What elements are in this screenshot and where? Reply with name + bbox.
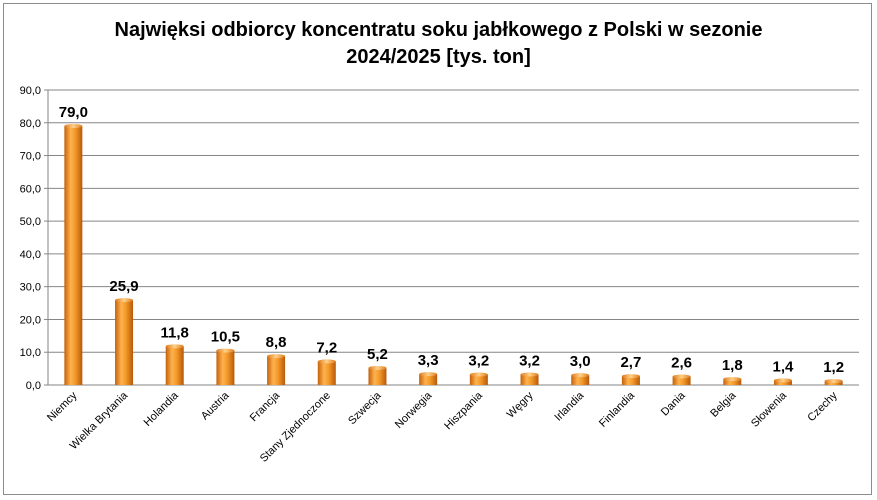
bar-cap: [672, 374, 691, 379]
category-label: Norwegia: [393, 389, 435, 431]
bar: [267, 354, 286, 385]
data-label: 3,2: [468, 353, 489, 370]
y-tick-label: 90,0: [20, 85, 41, 97]
category-label: Słowenia: [749, 389, 790, 430]
category-label: Szwecja: [346, 389, 384, 427]
bar: [520, 372, 539, 385]
category-label: Belgia: [708, 389, 739, 420]
category-label: Niemcy: [45, 389, 80, 424]
bar-body: [317, 361, 336, 385]
data-label: 1,4: [773, 358, 795, 375]
y-axis-tick-labels: 0,0 10,0 20,0 30,0 40,0 50,0 60,0 70,0 80,0 90,0: [20, 85, 41, 392]
bar: [64, 124, 83, 386]
y-tick-label: 70,0: [20, 151, 41, 163]
bar-cap: [267, 354, 286, 359]
bar: [368, 365, 387, 385]
chart-title: Najwięksi odbiorcy koncentratu soku jabł…: [0, 17, 877, 71]
data-labels: 79,0 25,9 11,8 10,5 8,8 7,2 5,2 3,3 3,2 3,2 3,0 2,7…: [59, 104, 844, 376]
data-label: 3,2: [519, 353, 540, 370]
bar-body: [64, 126, 83, 386]
data-label: 11,8: [161, 324, 189, 341]
data-label: 5,2: [367, 346, 388, 363]
bar: [773, 378, 792, 385]
y-tick-label: 40,0: [20, 249, 41, 261]
bar-body: [216, 350, 235, 385]
bar: [419, 372, 438, 385]
category-label: Irlandia: [552, 389, 587, 424]
data-label: 3,0: [570, 353, 591, 370]
category-label: Finlandia: [597, 389, 638, 430]
y-tick-label: 50,0: [20, 216, 41, 228]
category-label: Czechy: [805, 389, 840, 424]
data-label: 1,2: [823, 359, 844, 376]
category-label: Holandia: [142, 389, 182, 429]
data-label: 25,9: [109, 278, 138, 295]
bar: [165, 344, 184, 385]
bar-cap: [165, 344, 184, 349]
bar-body: [773, 380, 792, 385]
bar: [824, 379, 843, 385]
bar-body: [419, 374, 438, 385]
bar-cap: [317, 359, 336, 364]
bar: [216, 348, 235, 385]
bar-cap: [773, 378, 792, 383]
data-label: 8,8: [266, 334, 287, 351]
bar-body: [723, 379, 742, 385]
bar-cap: [368, 365, 387, 370]
bar-body: [469, 374, 488, 385]
bar: [723, 377, 742, 385]
bar-cap: [115, 298, 134, 303]
bar-cap: [216, 348, 235, 353]
data-label: 10,5: [211, 329, 240, 346]
y-tick-label: 10,0: [20, 347, 41, 359]
bar-cap: [723, 377, 742, 382]
bar: [672, 374, 691, 385]
bar-body: [672, 376, 691, 385]
bar-body: [267, 356, 286, 385]
data-label: 1,8: [722, 357, 743, 374]
bar-cap: [64, 124, 83, 129]
chart-title-line-2: 2024/2025 [tys. ton]: [346, 46, 531, 68]
bar-body: [520, 374, 539, 385]
bar: [115, 298, 134, 385]
bar-cap: [571, 373, 590, 378]
data-label: 79,0: [59, 104, 88, 121]
bar-body: [571, 375, 590, 385]
bar: [571, 373, 590, 385]
bar-cap: [520, 372, 539, 377]
chart-title-line-1: Najwięksi odbiorcy koncentratu soku jabł…: [114, 19, 763, 41]
gridlines: [44, 89, 859, 386]
bar-cap: [469, 372, 488, 377]
data-label: 2,6: [671, 354, 692, 371]
bar: [317, 359, 336, 385]
category-label: Węgry: [505, 389, 536, 420]
bar-cap: [824, 379, 843, 384]
data-label: 7,2: [316, 339, 337, 356]
data-label: 3,3: [418, 352, 439, 369]
bar-cap: [621, 374, 640, 379]
category-label: Francja: [248, 389, 283, 424]
y-tick-label: 60,0: [20, 183, 41, 195]
bars: [64, 124, 843, 386]
category-label: Austria: [199, 389, 232, 422]
category-label: Hiszpania: [442, 389, 485, 432]
category-label: Dania: [659, 389, 688, 418]
data-label: 2,7: [620, 354, 641, 371]
y-tick-label: 80,0: [20, 118, 41, 130]
y-tick-label: 0,0: [26, 380, 41, 392]
bar-body: [115, 300, 134, 385]
chart-frame: [3, 3, 872, 495]
bar-cap: [419, 372, 438, 377]
bar: [469, 372, 488, 385]
y-tick-label: 30,0: [20, 282, 41, 294]
y-tick-label: 20,0: [20, 314, 41, 326]
bar-body: [368, 367, 387, 385]
bar-body: [165, 346, 184, 385]
bar: [621, 374, 640, 385]
bar-body: [621, 376, 640, 385]
